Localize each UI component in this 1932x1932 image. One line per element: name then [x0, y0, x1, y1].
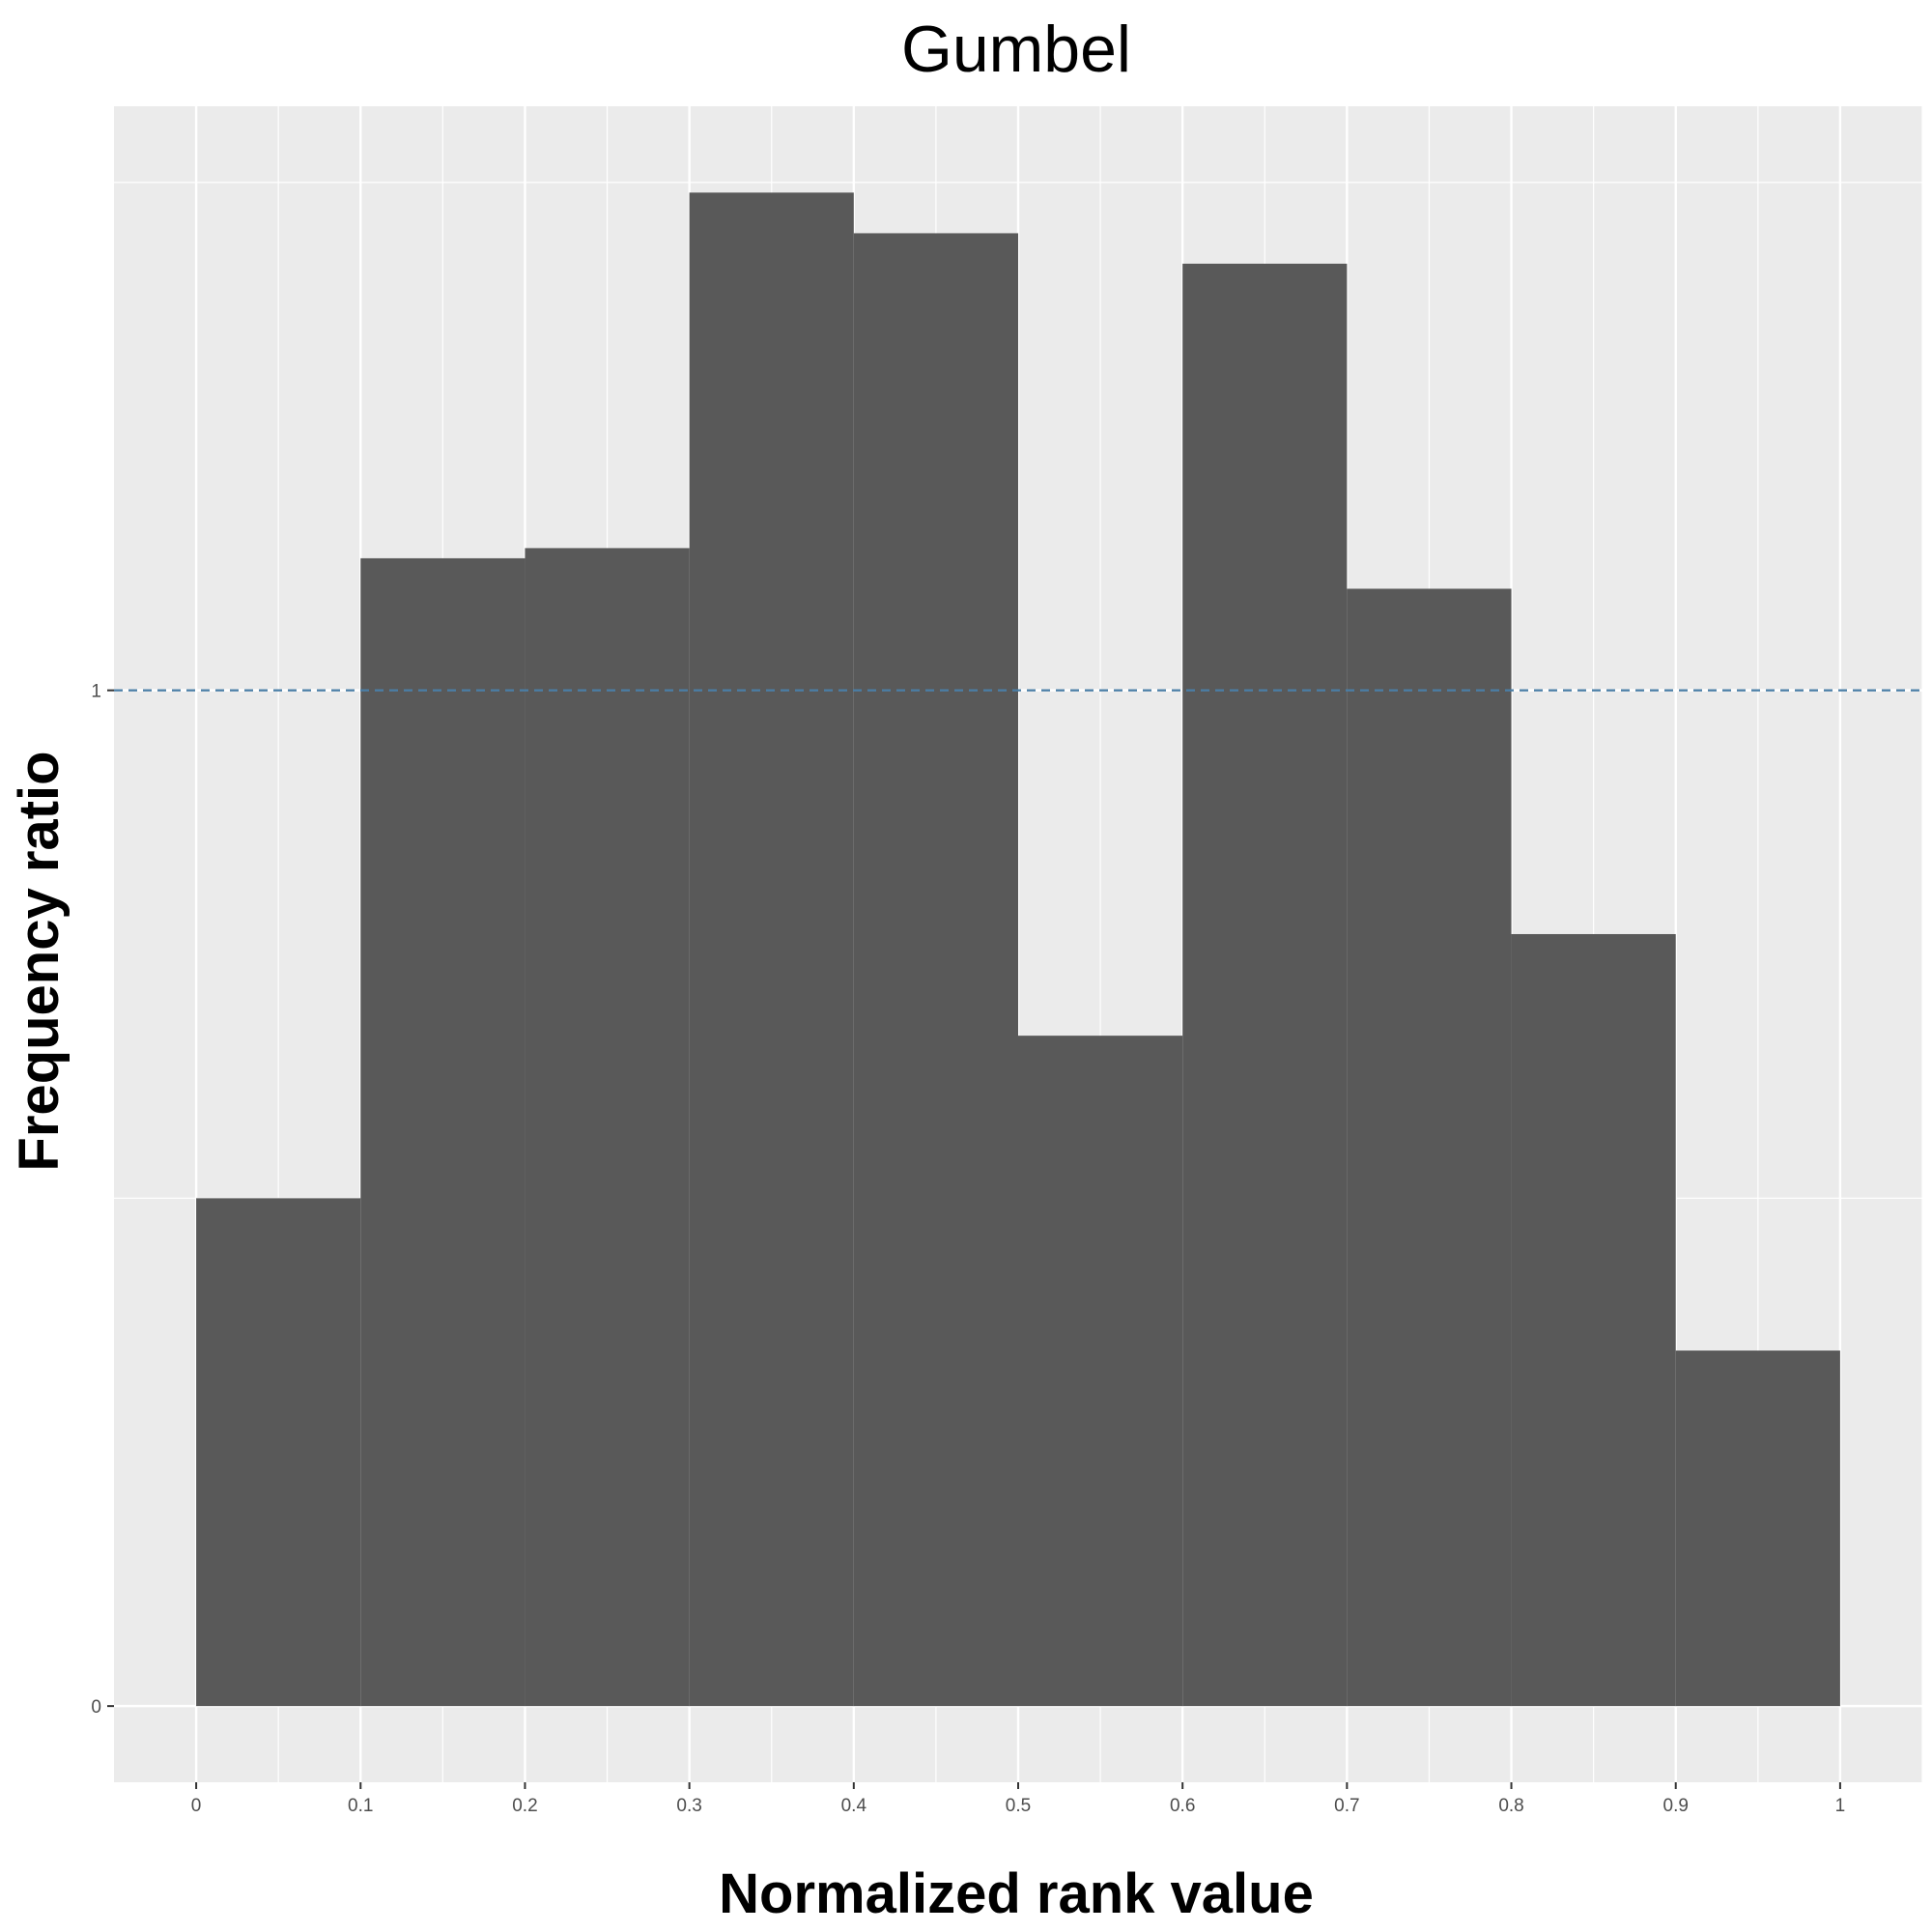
- y-tick-label: 1: [91, 682, 101, 702]
- x-tick-label: 0.8: [1498, 1796, 1523, 1816]
- x-tick-label: 1: [1835, 1796, 1846, 1816]
- x-tick-label: 0.7: [1334, 1796, 1359, 1816]
- histogram-bar: [1018, 1036, 1183, 1707]
- histogram-bar: [1675, 1350, 1840, 1707]
- x-tick-label: 0: [191, 1796, 202, 1816]
- x-axis-title: Normalized rank value: [719, 1862, 1314, 1925]
- histogram-bar: [1182, 263, 1348, 1707]
- x-tick-label: 0.6: [1170, 1796, 1195, 1816]
- y-axis-title: Frequency ratio: [8, 751, 71, 1171]
- histogram-bar: [1347, 588, 1512, 1707]
- chart-title: Gumbel: [901, 13, 1131, 86]
- x-tick-label: 0.3: [676, 1796, 701, 1816]
- x-tick-label: 0.2: [512, 1796, 537, 1816]
- histogram-bar: [360, 557, 526, 1707]
- x-tick-label: 0.5: [1006, 1796, 1031, 1816]
- histogram-bar: [1511, 933, 1676, 1707]
- y-tick-label: 0: [91, 1697, 101, 1718]
- histogram-bar: [689, 192, 854, 1707]
- x-tick-label: 0.4: [841, 1796, 867, 1816]
- histogram-bar: [525, 548, 690, 1707]
- x-tick-label: 0.1: [348, 1796, 373, 1816]
- histogram-bar: [853, 233, 1018, 1707]
- histogram-bar: [196, 1198, 361, 1707]
- x-tick-label: 0.9: [1663, 1796, 1689, 1816]
